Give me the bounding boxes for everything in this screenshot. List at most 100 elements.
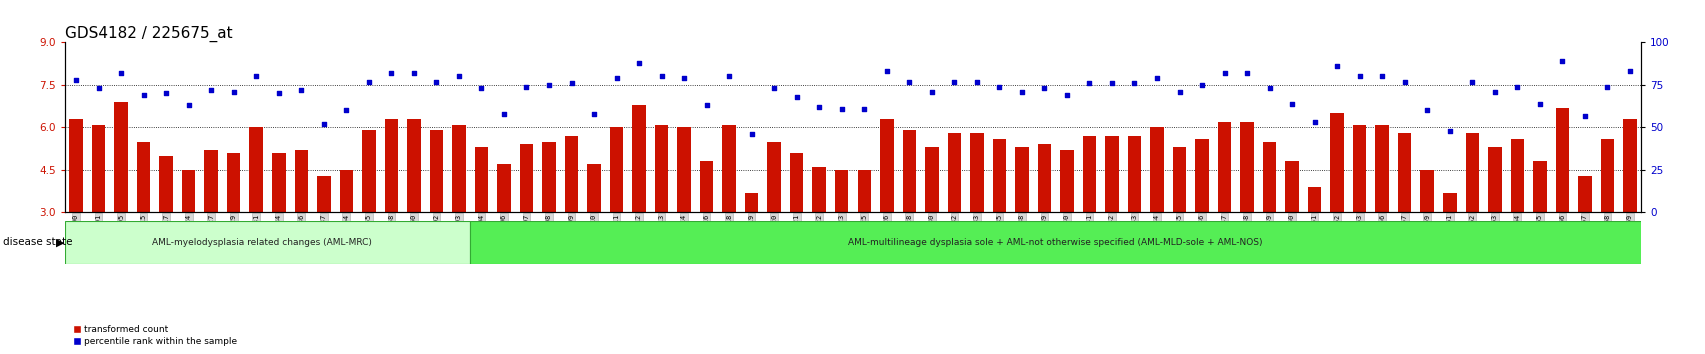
Bar [92,125,106,212]
Bar [1487,147,1500,212]
Bar [1465,133,1478,212]
Point [1255,86,1282,91]
Bar [1195,139,1209,212]
Bar [430,130,443,212]
Bar [1037,144,1050,212]
Point [626,60,653,66]
Bar [1083,136,1096,212]
Point [939,79,967,84]
Bar [834,170,847,212]
Bar [159,156,172,212]
Bar [587,164,600,212]
Point [1165,89,1192,95]
Bar [1442,193,1456,212]
Point [85,86,113,91]
Bar [564,136,578,212]
Bar [812,167,825,212]
Point [692,103,720,108]
Bar [1420,170,1434,212]
Point [602,75,629,81]
FancyBboxPatch shape [65,221,471,264]
Point [760,86,788,91]
Bar [407,119,421,212]
Point [738,131,766,137]
Point [895,79,922,84]
Point [288,87,315,93]
Point [1570,113,1598,118]
Bar [721,125,735,212]
Point [1008,89,1035,95]
Bar [1396,133,1410,212]
Point [1592,84,1620,90]
Bar [880,119,893,212]
Point [1277,101,1304,107]
Bar [295,150,309,212]
Point [176,103,203,108]
Point [963,79,991,84]
Bar [1599,139,1613,212]
Point [1502,84,1529,90]
Point [783,94,810,100]
Point [130,92,157,98]
Point [220,89,247,95]
Point [1323,63,1350,69]
Bar [1533,161,1546,212]
Bar [1217,122,1231,212]
Point [535,82,563,88]
Bar [205,150,218,212]
Point [917,89,945,95]
Bar [1577,176,1591,212]
Bar [1240,122,1253,212]
Bar [474,147,488,212]
Bar [677,127,691,212]
Point [107,70,135,76]
FancyBboxPatch shape [471,221,1652,264]
Bar [496,164,510,212]
Point [152,91,179,96]
Point [1211,70,1238,76]
Point [1098,80,1125,86]
Bar [271,153,285,212]
Bar [1127,136,1141,212]
Point [1436,128,1463,134]
Point [1458,79,1485,84]
Bar [136,142,150,212]
Bar [1352,125,1366,212]
Point [1120,80,1147,86]
Text: AML-myelodysplasia related changes (AML-MRC): AML-myelodysplasia related changes (AML-… [152,238,372,247]
Bar [1059,150,1072,212]
Bar [227,153,240,212]
Bar [1171,147,1185,212]
Bar [1621,119,1635,212]
Point [1480,89,1507,95]
Point [1367,74,1395,79]
Point [1233,70,1260,76]
Point [558,80,585,86]
Bar [542,142,556,212]
Point [355,79,382,84]
Bar [452,125,465,212]
Bar [249,127,263,212]
Point [648,74,675,79]
Bar [317,176,331,212]
Bar [384,119,397,212]
Bar [1284,161,1298,212]
Point [873,69,900,74]
Bar [992,139,1006,212]
Point [401,70,428,76]
Point [580,111,607,117]
Point [489,111,517,117]
Bar [609,127,622,212]
Point [1390,79,1417,84]
Point [1188,82,1216,88]
Point [445,74,472,79]
Bar [970,133,984,212]
Text: ▶: ▶ [56,238,65,247]
Bar [70,119,84,212]
Bar [1330,113,1344,212]
Bar [858,170,871,212]
Point [198,87,225,93]
Bar [114,102,128,212]
Point [1526,101,1553,107]
Point [423,79,450,84]
